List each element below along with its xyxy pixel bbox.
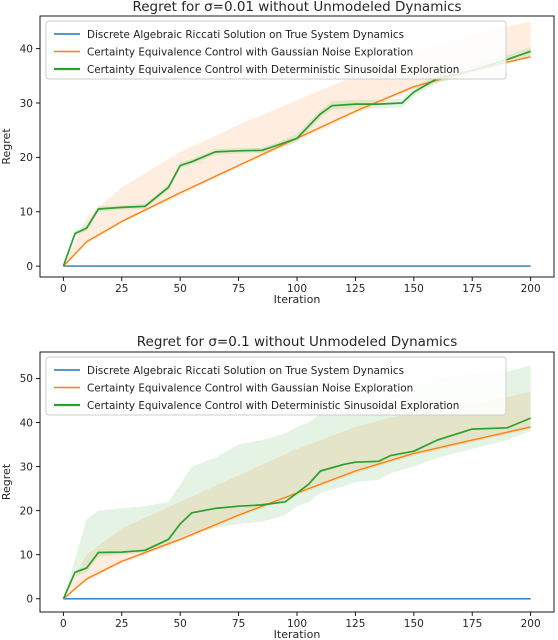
chart-title: Regret for σ=0.01 without Unmodeled Dyna… (132, 0, 461, 15)
y-tick-label: 40 (20, 43, 33, 55)
y-tick-label: 0 (26, 261, 33, 273)
x-tick-label: 50 (173, 283, 186, 295)
y-axis-label: Regret (0, 463, 13, 500)
x-tick-label: 175 (462, 283, 482, 295)
y-tick-label: 40 (20, 417, 33, 429)
legend-box (45, 356, 507, 416)
x-tick-label: 125 (345, 283, 365, 295)
legend-entry: Certainty Equivalence Control with Deter… (87, 64, 459, 76)
chart-title: Regret for σ=0.1 without Unmodeled Dynam… (137, 334, 458, 350)
confidence-band-series-3 (63, 365, 531, 599)
x-tick-label: 25 (115, 283, 128, 295)
x-tick-label: 150 (404, 283, 424, 295)
x-tick-label: 150 (404, 618, 424, 630)
y-tick-label: 0 (26, 594, 33, 606)
series-line-3 (62, 417, 531, 600)
x-tick-label: 75 (232, 283, 245, 295)
x-tick-label: 175 (462, 618, 482, 630)
x-tick-label: 100 (287, 283, 307, 295)
series-line-2 (62, 56, 531, 267)
legend-entry: Certainty Equivalence Control with Gauss… (87, 382, 413, 394)
x-axis-label: Iteration (274, 628, 321, 640)
y-tick-label: 10 (20, 550, 33, 562)
legend: Discrete Algebraic Riccati Solution on T… (45, 356, 507, 416)
x-tick-label: 0 (60, 618, 67, 630)
x-tick-label: 50 (173, 618, 186, 630)
y-tick-label: 30 (20, 98, 33, 110)
x-tick-label: 200 (521, 283, 541, 295)
legend-box (45, 20, 507, 80)
legend-entry: Certainty Equivalence Control with Deter… (87, 400, 459, 412)
legend: Discrete Algebraic Riccati Solution on T… (45, 20, 507, 80)
y-tick-label: 20 (20, 152, 33, 164)
x-tick-label: 0 (60, 283, 67, 295)
y-tick-label: 20 (20, 505, 33, 517)
x-axis-label: Iteration (274, 293, 321, 306)
chart-panel-2: Regret for σ=0.1 without Unmodeled Dynam… (0, 334, 555, 640)
legend-entry: Discrete Algebraic Riccati Solution on T… (87, 365, 404, 377)
legend-entry: Certainty Equivalence Control with Gauss… (87, 46, 413, 58)
confidence-band-series-3 (63, 47, 531, 267)
x-tick-label: 75 (232, 618, 245, 630)
y-tick-label: 50 (20, 373, 33, 385)
series-line-3 (62, 50, 531, 267)
confidence-band-series-2 (63, 391, 531, 599)
x-tick-label: 125 (345, 618, 365, 630)
y-axis-label: Regret (0, 128, 13, 165)
x-tick-label: 25 (115, 618, 128, 630)
legend-entry: Discrete Algebraic Riccati Solution on T… (87, 29, 404, 41)
x-tick-label: 200 (521, 618, 541, 630)
y-tick-label: 10 (20, 207, 33, 219)
confidence-band-series-2 (63, 21, 531, 267)
x-tick-label: 100 (287, 618, 307, 630)
y-tick-label: 30 (20, 461, 33, 473)
chart-panel-1: Regret for σ=0.01 without Unmodeled Dyna… (0, 0, 555, 306)
